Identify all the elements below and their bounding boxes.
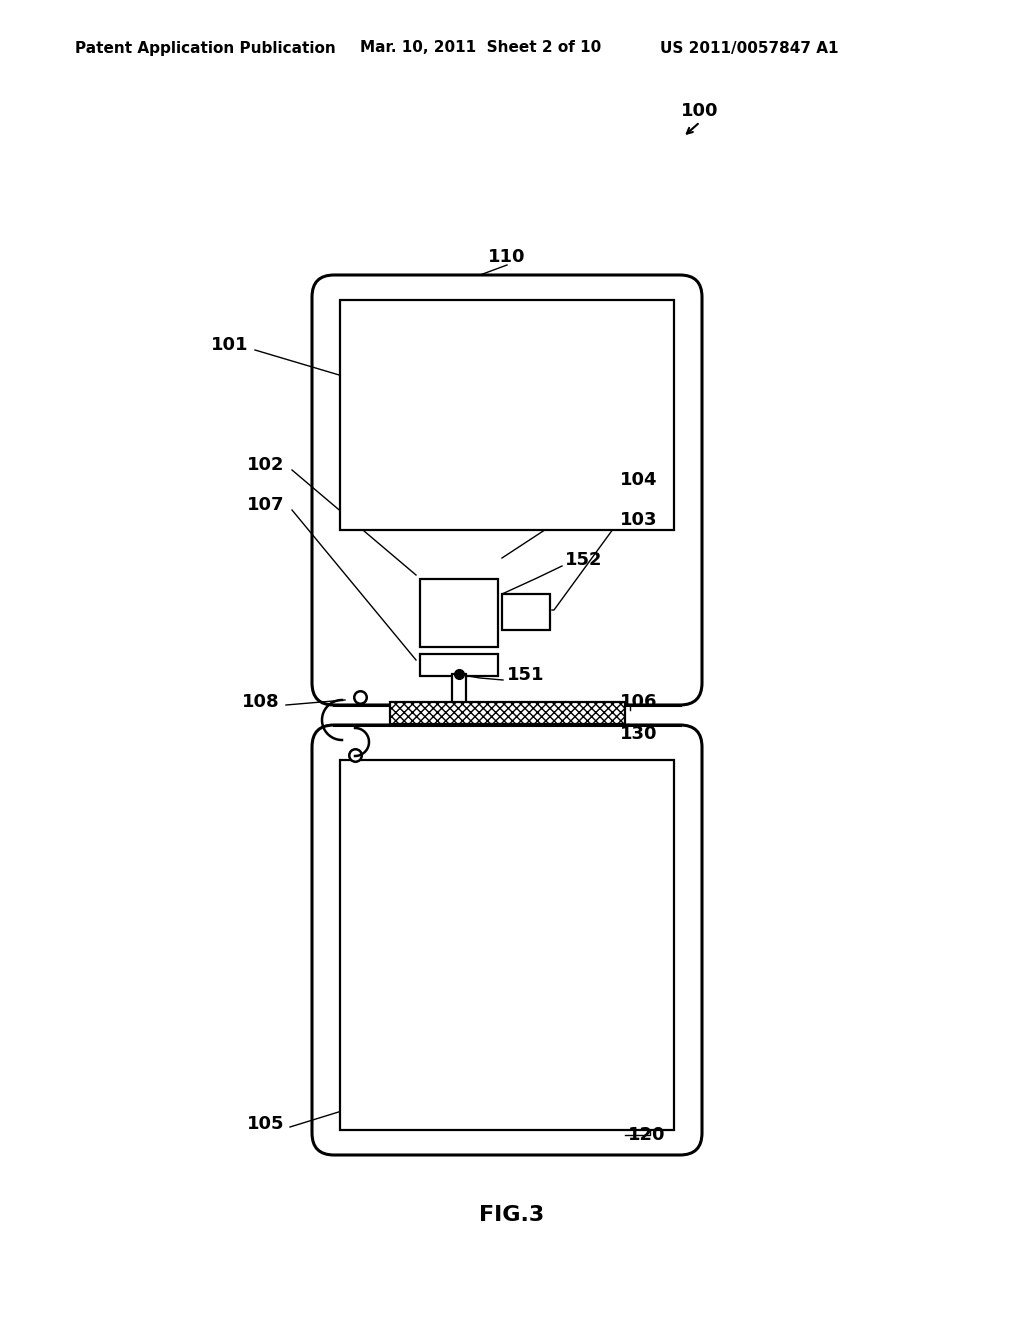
Bar <box>340 300 674 531</box>
Text: FIG.3: FIG.3 <box>479 1205 545 1225</box>
Text: 101: 101 <box>211 337 248 354</box>
Text: 107: 107 <box>247 496 284 513</box>
Text: Mar. 10, 2011  Sheet 2 of 10: Mar. 10, 2011 Sheet 2 of 10 <box>360 41 601 55</box>
Text: 105: 105 <box>247 1115 284 1133</box>
Text: 102: 102 <box>247 455 284 474</box>
Text: Patent Application Publication: Patent Application Publication <box>75 41 336 55</box>
Bar <box>340 760 674 1130</box>
Bar <box>452 675 466 723</box>
Text: 130: 130 <box>620 725 657 743</box>
Bar <box>502 594 550 630</box>
Text: 110: 110 <box>488 248 525 267</box>
Text: 120: 120 <box>628 1126 666 1144</box>
FancyBboxPatch shape <box>312 725 702 1155</box>
FancyBboxPatch shape <box>312 275 702 705</box>
Bar <box>390 702 625 723</box>
Text: 108: 108 <box>243 693 280 711</box>
Bar <box>420 579 498 647</box>
Bar <box>420 653 498 676</box>
Text: 152: 152 <box>565 550 602 569</box>
Text: 106: 106 <box>620 693 657 711</box>
Text: 151: 151 <box>507 667 545 684</box>
Text: 100: 100 <box>681 102 719 120</box>
Text: 104: 104 <box>620 471 657 488</box>
Text: 103: 103 <box>620 511 657 529</box>
Text: US 2011/0057847 A1: US 2011/0057847 A1 <box>660 41 839 55</box>
